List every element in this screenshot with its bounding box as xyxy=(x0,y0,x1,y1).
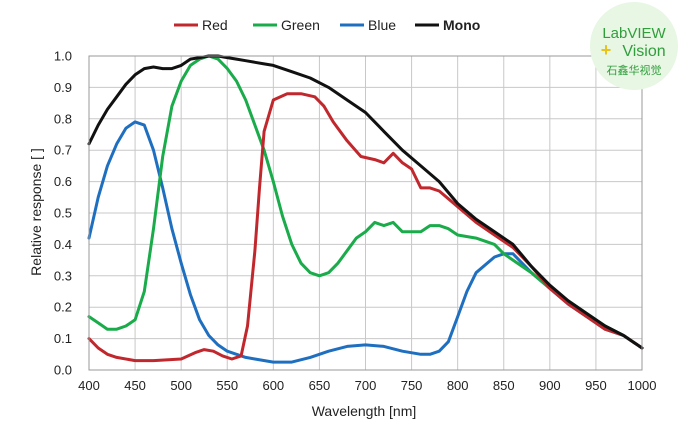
legend-label-blue: Blue xyxy=(368,17,396,33)
x-tick-label: 600 xyxy=(262,378,284,393)
y-tick-label: 0.9 xyxy=(54,80,72,95)
y-tick-label: 0.4 xyxy=(54,237,72,252)
series-line-green xyxy=(87,54,644,350)
logo-badge-background xyxy=(590,2,678,90)
y-tick-label: 1.0 xyxy=(54,49,72,64)
logo-badge: LabVIEW + Vision 石鑫华视觉 xyxy=(590,2,678,90)
x-tick-label: 900 xyxy=(539,378,561,393)
legend: Red Green Blue Mono xyxy=(174,17,480,33)
y-tick-label: 0.0 xyxy=(54,363,72,378)
x-tick-label: 650 xyxy=(309,378,331,393)
y-tick-label: 0.8 xyxy=(54,111,72,126)
legend-label-green: Green xyxy=(281,17,320,33)
logo-badge-line1: LabVIEW xyxy=(602,25,666,42)
y-tick-label: 0.6 xyxy=(54,174,72,189)
logo-badge-plus: + xyxy=(601,40,612,60)
x-tick-label: 400 xyxy=(78,378,100,393)
series-line-mono xyxy=(87,54,644,350)
x-tick-label: 450 xyxy=(124,378,146,393)
x-tick-label: 550 xyxy=(216,378,238,393)
x-tick-label: 500 xyxy=(170,378,192,393)
x-axis-title: Wavelength [nm] xyxy=(312,403,417,419)
x-tick-label: 700 xyxy=(355,378,377,393)
x-tick-labels: 400 450 500 550 600 650 700 750 800 850 900 950 1000 xyxy=(78,378,656,393)
x-tick-label: 750 xyxy=(401,378,423,393)
x-tick-label: 950 xyxy=(585,378,607,393)
x-tick-label: 1000 xyxy=(628,378,657,393)
legend-label-mono: Mono xyxy=(443,17,480,33)
y-axis-title: Relative response [ ] xyxy=(28,148,44,276)
logo-badge-line2: Vision xyxy=(622,43,665,60)
series-layer xyxy=(87,54,644,364)
y-tick-label: 0.1 xyxy=(54,331,72,346)
y-tick-labels: 0.0 0.1 0.2 0.3 0.4 0.5 0.6 0.7 0.8 0.9 1.0 xyxy=(54,49,72,378)
logo-badge-line3: 石鑫华视觉 xyxy=(607,63,662,77)
x-tick-label: 850 xyxy=(493,378,515,393)
series-line-blue xyxy=(87,120,644,364)
plot-frame xyxy=(88,55,643,371)
x-tick-label: 800 xyxy=(447,378,469,393)
y-tick-label: 0.2 xyxy=(54,300,72,315)
series-line-red xyxy=(87,92,644,363)
y-tick-label: 0.5 xyxy=(54,206,72,221)
legend-label-red: Red xyxy=(202,17,228,33)
y-tick-label: 0.3 xyxy=(54,268,72,283)
y-tick-label: 0.7 xyxy=(54,143,72,158)
axes xyxy=(88,55,643,371)
